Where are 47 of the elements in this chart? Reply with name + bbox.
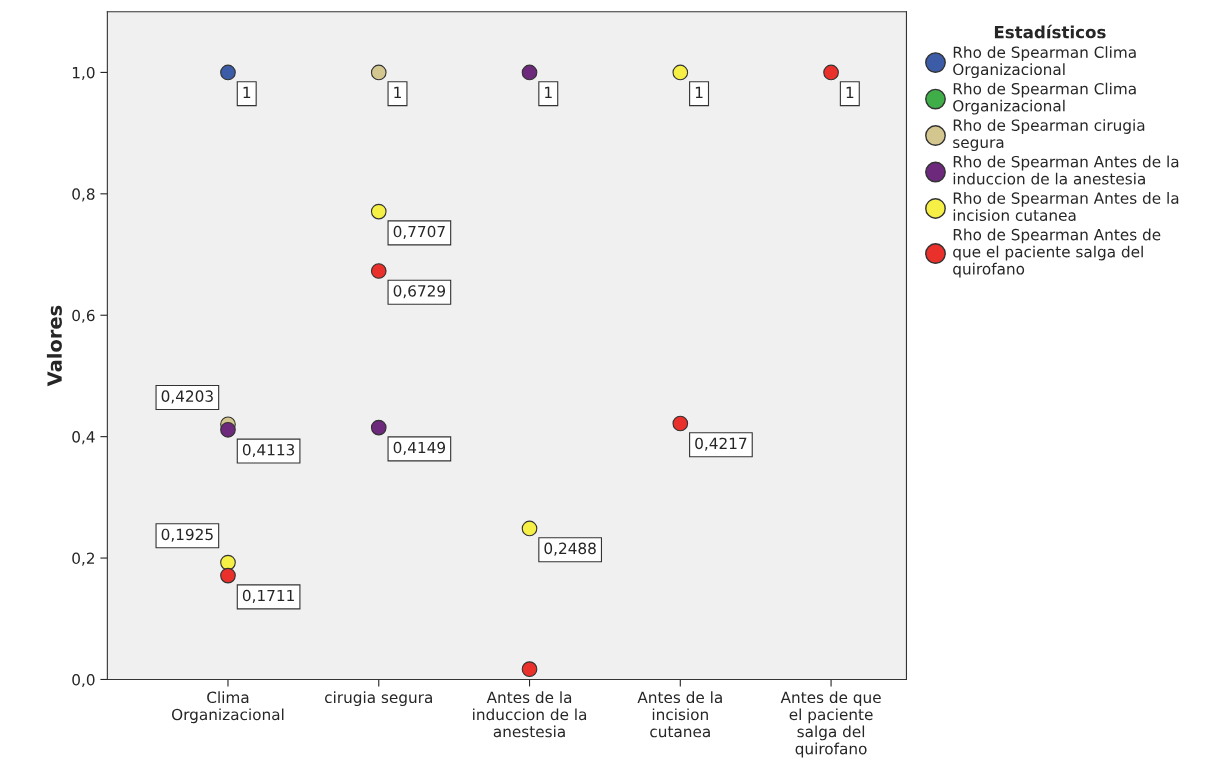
data-label: 0,1925 — [161, 528, 213, 542]
point — [521, 661, 538, 677]
y-tick-label: 0,6 — [72, 309, 95, 323]
point — [370, 64, 387, 81]
data-label: 1 — [243, 86, 251, 98]
x-tick-label: cirugia segura — [325, 691, 432, 707]
legend-label: Rho de Spearman Antes de que el paciente salga del quirofano — [953, 228, 1161, 278]
legend-label: Rho de Spearman Clima Organizacional — [953, 46, 1136, 79]
y-tick-label: 0,4 — [72, 431, 95, 445]
data-label: 0,1711 — [242, 589, 294, 603]
point — [370, 263, 387, 279]
x-tick-label: Antes de que el paciente salga del quirofano — [780, 691, 881, 758]
x-tick-label: Antes de la induccion de la anestesia — [473, 691, 587, 738]
data-label: 0,4149 — [393, 441, 446, 455]
legend-label: Rho de Spearman Antes de la incision cutanea — [953, 192, 1179, 222]
y-axis-title: Valores — [46, 305, 62, 387]
y-tick-label: 1,0 — [72, 66, 95, 80]
legend-label: Rho de Spearman Clima Organizacional — [953, 82, 1136, 115]
legend-label: Rho de Spearman Antes de la induccion de la anestesia — [953, 155, 1179, 185]
point — [220, 421, 236, 438]
point — [521, 64, 538, 81]
point — [823, 64, 839, 81]
data-label: 1 — [846, 86, 854, 98]
point — [220, 567, 236, 584]
data-label: 1 — [545, 86, 552, 98]
legend-label: Rho de Spearman cirugia segura — [953, 119, 1145, 152]
y-tick-label: 0,0 — [72, 673, 95, 688]
y-tick-label: 0,8 — [72, 188, 95, 202]
point — [370, 419, 387, 436]
data-label: 0,4217 — [695, 437, 747, 451]
point — [220, 554, 236, 571]
point — [672, 415, 689, 432]
point — [370, 203, 387, 220]
point — [220, 64, 236, 81]
data-label: 1 — [394, 86, 401, 98]
data-label: 0,2488 — [544, 542, 596, 556]
legend-title: Estadísticos — [994, 24, 1106, 39]
point — [672, 64, 689, 81]
data-label: 0,4113 — [242, 443, 295, 458]
x-tick-label: Clima Organizacional — [171, 691, 284, 724]
data-label: 0,6729 — [393, 285, 446, 299]
data-label: 0,4203 — [161, 390, 213, 404]
y-tick-label: 0,2 — [72, 552, 95, 566]
point — [521, 520, 538, 537]
data-label: 1 — [695, 86, 703, 98]
data-label: 0,7707 — [393, 225, 445, 239]
x-tick-label: Antes de la incision cutanea — [637, 691, 722, 738]
